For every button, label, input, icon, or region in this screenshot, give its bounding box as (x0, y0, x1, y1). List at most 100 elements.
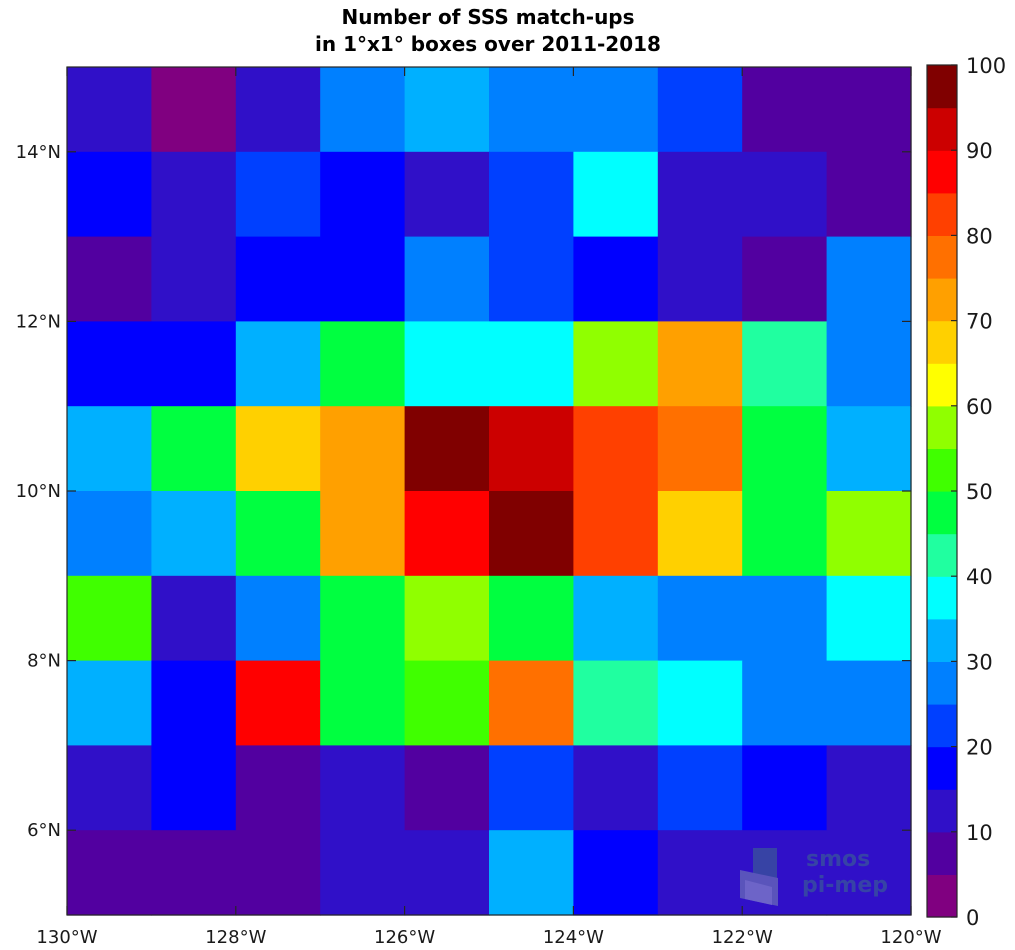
heatmap-cell (151, 491, 237, 577)
chart-title-line-1: Number of SSS match-ups (341, 5, 634, 29)
heatmap-cell (320, 575, 406, 662)
colorbar-tick-label: 30 (966, 650, 993, 674)
x-axis: 130°W 128°W 126°W 124°W 122°W 120°W (36, 67, 942, 948)
colorbar-tick-label: 60 (966, 395, 993, 419)
x-tick-label: 124°W (543, 927, 604, 948)
heatmap-cell (404, 67, 490, 153)
heatmap-cell (404, 151, 490, 238)
heatmap-cell (573, 321, 659, 407)
colorbar-segment (927, 235, 957, 279)
heatmap-cell (67, 67, 152, 153)
heatmap-cell (489, 321, 574, 407)
colorbar-tick-label: 100 (966, 54, 1006, 78)
heatmap-cell (657, 406, 743, 492)
heatmap-cell (235, 67, 321, 153)
heatmap-cell (320, 830, 406, 916)
colorbar-tick-label: 0 (966, 906, 979, 930)
heatmap-cell (320, 236, 406, 322)
heatmap-cell (235, 406, 321, 492)
heatmap-cell (742, 575, 828, 662)
heatmap-cell (489, 151, 574, 238)
heatmap-cell (67, 745, 152, 831)
colorbar-segment (927, 618, 957, 662)
colorbar-segment (927, 65, 957, 109)
heatmap-cell (320, 151, 406, 238)
heatmap-cell (657, 575, 743, 662)
heatmap-cell (235, 745, 321, 831)
heatmap-cell (404, 575, 490, 662)
colorbar-segment (927, 704, 957, 748)
heatmap-cell (235, 491, 321, 577)
heatmap-cell (404, 491, 490, 577)
heatmap-cell (404, 236, 490, 322)
heatmap-cell (235, 575, 321, 662)
heatmap-cell (657, 830, 743, 916)
smos-pi-mep-watermark: smos pi-mep (740, 847, 888, 906)
heatmap-cell (742, 406, 828, 492)
heatmap-cell (489, 67, 574, 153)
heatmap-cell (67, 660, 152, 746)
heatmap-cell (320, 491, 406, 577)
heatmap-cell (826, 67, 912, 153)
heatmap-cell (67, 491, 152, 577)
heatmap-cell (489, 830, 574, 916)
heatmap-cell (573, 745, 659, 831)
chart-title-line-2: in 1°x1° boxes over 2011-2018 (315, 32, 661, 56)
heatmap-cell (657, 151, 743, 238)
x-tick-label: 130°W (36, 927, 97, 948)
colorbar-segment (927, 746, 957, 790)
y-tick-label: 12°N (16, 311, 61, 332)
y-tick-label: 10°N (16, 481, 61, 502)
heatmap-cell (826, 406, 912, 492)
x-tick-label: 122°W (712, 927, 773, 948)
heatmap-cell (320, 745, 406, 831)
colorbar-segment (927, 405, 957, 449)
heatmap-cell (235, 660, 321, 746)
heatmap-cell (404, 406, 490, 492)
heatmap-cell (67, 575, 152, 662)
heatmap-cell (742, 491, 828, 577)
x-tick-label: 120°W (880, 927, 941, 948)
heatmap-cell (489, 406, 574, 492)
colorbar-segment (927, 150, 957, 194)
heatmap-cell (320, 406, 406, 492)
heatmap-cells (67, 67, 912, 916)
heatmap-cell (826, 321, 912, 407)
colorbar-segment (927, 874, 957, 918)
heatmap-cell (742, 745, 828, 831)
watermark-logo (740, 848, 778, 906)
x-tick-label: 128°W (205, 927, 266, 948)
heatmap-cell (826, 575, 912, 662)
colorbar-segment (927, 320, 957, 364)
colorbar-tick-label: 70 (966, 310, 993, 334)
heatmap-cell (151, 67, 237, 153)
heatmap-cell (657, 236, 743, 322)
heatmap-cell (657, 745, 743, 831)
heatmap-cell (489, 660, 574, 746)
heatmap-cell (404, 745, 490, 831)
heatmap-cell (573, 236, 659, 322)
colorbar-segment (927, 831, 957, 875)
heatmap-cell (573, 660, 659, 746)
y-tick-label: 6°N (27, 820, 61, 841)
colorbar-segment (927, 533, 957, 577)
heatmap-cell (826, 236, 912, 322)
heatmap-cell (573, 575, 659, 662)
heatmap-cell (235, 830, 321, 916)
heatmap-cell (573, 151, 659, 238)
heatmap-cell (826, 830, 912, 916)
heatmap-cell (320, 660, 406, 746)
y-tick-label: 14°N (16, 142, 61, 163)
heatmap-cell (151, 830, 237, 916)
colorbar-segment (927, 661, 957, 705)
heatmap-cell (404, 830, 490, 916)
heatmap-cell (826, 660, 912, 746)
colorbar-segment (927, 448, 957, 492)
heatmap-cell (826, 745, 912, 831)
heatmap-cell (826, 151, 912, 238)
colorbar-segment (927, 192, 957, 236)
colorbar-segment (927, 278, 957, 322)
heatmap-cell (151, 406, 237, 492)
heatmap-cell (235, 321, 321, 407)
heatmap-cell (235, 236, 321, 322)
